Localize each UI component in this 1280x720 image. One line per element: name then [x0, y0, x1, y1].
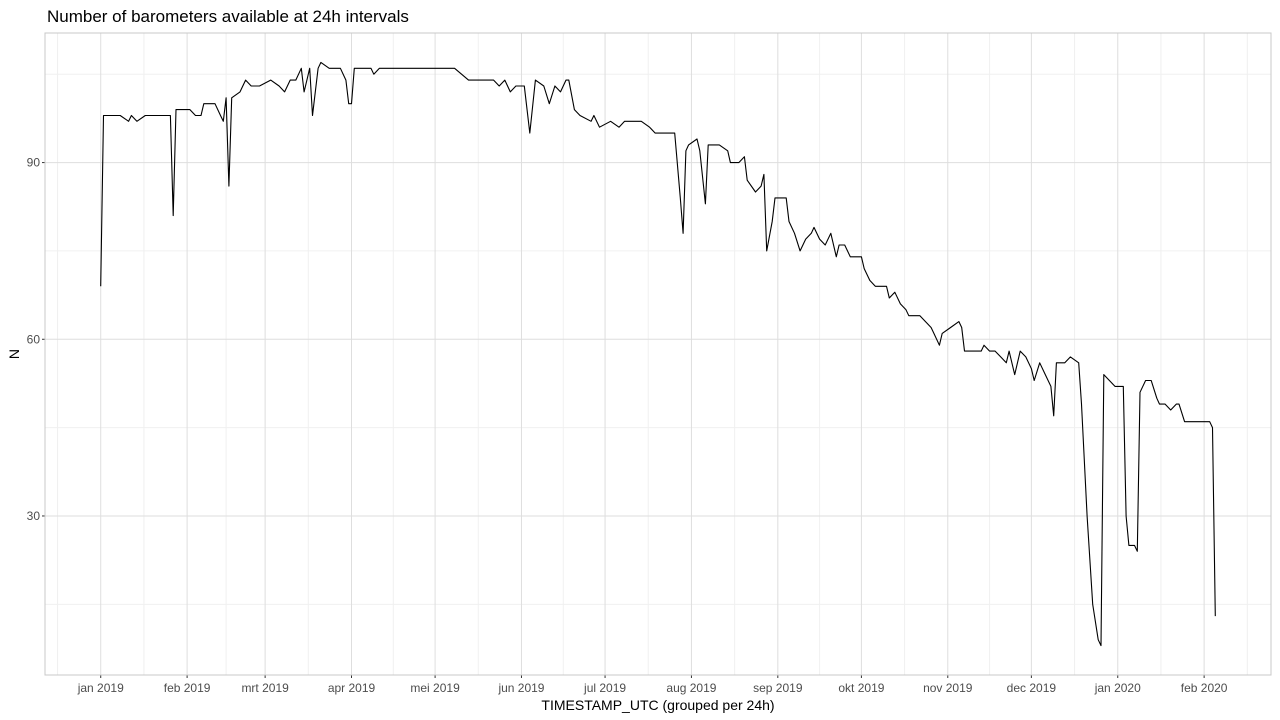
y-axis-label: N: [6, 349, 22, 359]
x-tick-label: jul 2019: [583, 681, 626, 695]
x-axis-label: TIMESTAMP_UTC (grouped per 24h): [541, 697, 774, 713]
x-tick-label: feb 2019: [164, 681, 211, 695]
data-line: [100, 61, 1216, 647]
x-tick-label: okt 2019: [838, 681, 884, 695]
x-tick-label: sep 2019: [753, 681, 803, 695]
x-tick-label: jun 2019: [497, 681, 544, 695]
y-tick-label: 90: [27, 156, 41, 170]
x-tick-label: nov 2019: [923, 681, 973, 695]
x-tick-label: feb 2020: [1181, 681, 1228, 695]
panel-border: [44, 32, 1272, 676]
x-tick-label: mrt 2019: [241, 681, 289, 695]
x-tick-label: mei 2019: [410, 681, 460, 695]
chart-title: Number of barometers available at 24h in…: [47, 7, 409, 26]
x-tick-label: aug 2019: [666, 681, 716, 695]
y-tick-label: 30: [27, 509, 41, 523]
x-tick-label: apr 2019: [328, 681, 376, 695]
y-tick-label: 60: [27, 332, 41, 346]
x-tick-label: jan 2020: [1094, 681, 1141, 695]
x-tick-label: jan 2019: [77, 681, 124, 695]
x-tick-label: dec 2019: [1007, 681, 1057, 695]
